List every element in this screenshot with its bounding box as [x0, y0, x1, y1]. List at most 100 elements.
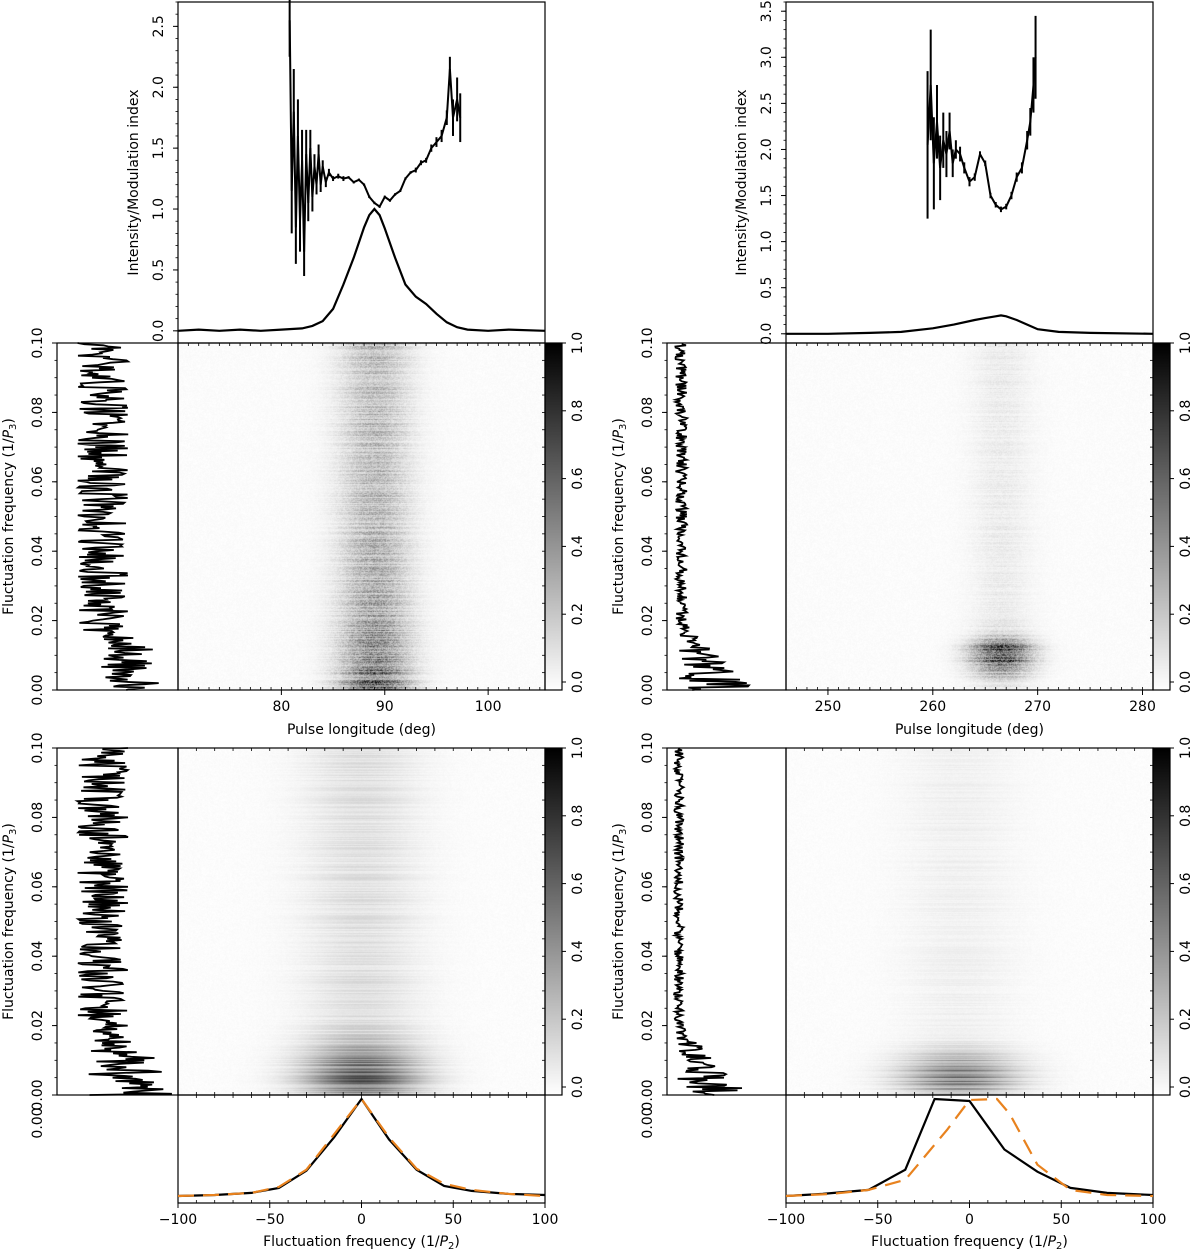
left-lrfs-freq-y-ticklabel-5: 0.10 [30, 327, 46, 358]
left-2dfs-profile-x-ticklabel-3: 50 [444, 1212, 462, 1228]
right-lrfs-side-spectrum [672, 343, 751, 691]
right-2dfs-profile-x-ticklabel-1: −50 [863, 1212, 893, 1228]
right-profile-y-ticklabel-6: 3.0 [759, 46, 775, 68]
left-lrfs-freq-y-ticklabel-4: 0.08 [30, 397, 46, 428]
right-2dfs-profile-solid-line [785, 1097, 1154, 1198]
left-lrfs-colorbar-gradient [545, 343, 562, 690]
left-profile-y-ticklabel-2: 1.0 [151, 198, 167, 220]
right-2dfs-freq-y-ticklabel-1: 0.02 [640, 1010, 656, 1041]
right-2dfs-colorbar-ticklabel-4: 0.8 [1178, 805, 1194, 827]
right-2dfs-colorbar-ticklabel-0: 0.0 [1178, 1076, 1194, 1098]
right-lrfs-x-ticklabel-2: 270 [1024, 699, 1051, 715]
right-lrfs-x-ticklabel-1: 260 [919, 699, 946, 715]
right-2dfs-freq-ylabel: Fluctuation frequency (1/P3) [611, 823, 629, 1020]
right-lrfs-colorbar-ticklabel-0: 0.0 [1178, 671, 1194, 693]
left-2dfs-colorbar-ticklabel-4: 0.8 [570, 805, 586, 827]
right-profile-y-ticklabel-4: 2.0 [759, 138, 775, 160]
left-lrfs-colorbar-ticklabel-4: 0.8 [570, 400, 586, 422]
left-2dfs-colorbar-ticklabel-3: 0.6 [570, 872, 586, 894]
left-profile-y-ticklabel-4: 2.0 [151, 76, 167, 98]
right-lrfs-colorbar-ticklabel-2: 0.4 [1178, 535, 1194, 557]
left-2dfs-profile-dashed-line [177, 1097, 546, 1198]
left-lrfs-colorbar-ticklabel-5: 1.0 [570, 332, 586, 354]
right-lrfs-heatmap [786, 343, 1153, 690]
left-2dfs-profile-x-ticklabel-4: 100 [532, 1212, 559, 1228]
right-profile-y-ticklabel-5: 2.5 [759, 92, 775, 114]
right-lrfs-colorbar-ticklabel-1: 0.2 [1178, 603, 1194, 625]
left-profile-y-ticklabel-1: 0.5 [151, 259, 167, 281]
left-profile-y-ticklabel-0: 0.0 [151, 320, 167, 342]
right-lrfs-xlabel: Pulse longitude (deg) [895, 722, 1044, 738]
left-2dfs-profile-xlabel: Fluctuation frequency (1/P2) [263, 1234, 460, 1252]
lines-layer [74, 0, 1154, 1198]
right-2dfs-freq-y-ticklabel-2: 0.04 [640, 941, 656, 972]
left-profile-y-ticklabel-3: 1.5 [151, 137, 167, 159]
left-lrfs-freq-ylabel: Fluctuation frequency (1/P3) [1, 418, 19, 615]
left-lrfs-colorbar-ticklabel-1: 0.2 [570, 603, 586, 625]
right-lrfs-colorbar-ticklabel-3: 0.6 [1178, 467, 1194, 489]
right-profile-y-ticklabel-3: 1.5 [759, 184, 775, 206]
left-2dfs-side-xtick-0: 0.00 [30, 1107, 46, 1138]
left-lrfs-freq-y-ticklabel-1: 0.02 [30, 605, 46, 636]
left-2dfs-freq-y-ticklabel-1: 0.02 [30, 1010, 46, 1041]
right-profile-y-ticklabel-1: 0.5 [759, 277, 775, 299]
right-2dfs-freq-y-ticklabel-4: 0.08 [640, 802, 656, 833]
left-lrfs-freq-y-ticklabel-2: 0.04 [30, 536, 46, 567]
axes-layer [52, 1, 1174, 1208]
right-2dfs-freq-y-ticklabel-5: 0.10 [640, 732, 656, 763]
right-profile-y-ticklabel-0: 0.0 [759, 323, 775, 345]
right-lrfs-colorbar-ticklabel-5: 1.0 [1178, 332, 1194, 354]
right-2dfs-profile-x-ticklabel-3: 50 [1052, 1212, 1070, 1228]
left-2dfs-profile-frame [177, 1094, 546, 1204]
left-2dfs-freq-ylabel: Fluctuation frequency (1/P3) [1, 823, 19, 1020]
right-2dfs-profile-x-ticklabel-4: 100 [1140, 1212, 1167, 1228]
right-lrfs-freq-ylabel: Fluctuation frequency (1/P3) [611, 418, 629, 615]
right-lrfs-colorbar-ticklabel-4: 0.8 [1178, 400, 1194, 422]
right-lrfs-x-ticklabel-0: 250 [815, 699, 842, 715]
heatmap-layer [178, 343, 1170, 1095]
left-profile-frame [177, 1, 546, 344]
left-lrfs-xlabel: Pulse longitude (deg) [287, 722, 436, 738]
left-2dfs-profile-x-ticklabel-1: −50 [255, 1212, 285, 1228]
left-2dfs-colorbar-gradient [545, 748, 562, 1095]
left-lrfs-colorbar-ticklabel-0: 0.0 [570, 671, 586, 693]
right-lrfs-freq-y-ticklabel-5: 0.10 [640, 327, 656, 358]
right-lrfs-freq-y-ticklabel-4: 0.08 [640, 397, 656, 428]
right-lrfs-freq-y-ticklabel-1: 0.02 [640, 605, 656, 636]
right-2dfs-profile-frame [785, 1094, 1154, 1204]
left-2dfs-freq-y-ticklabel-2: 0.04 [30, 941, 46, 972]
left-lrfs-heatmap [178, 343, 545, 690]
left-profile-intensity-line [178, 207, 545, 332]
right-2dfs-profile-x-ticklabel-2: 0 [965, 1212, 974, 1228]
left-lrfs-freq-y-ticklabel-0: 0.00 [30, 674, 46, 705]
right-2dfs-colorbar-ticklabel-1: 0.2 [1178, 1008, 1194, 1030]
left-2dfs-profile-x-ticklabel-2: 0 [357, 1212, 366, 1228]
left-2dfs-profile-x-ticklabel-0: −100 [159, 1212, 197, 1228]
left-profile-y-ticklabel-5: 2.5 [151, 15, 167, 37]
right-2dfs-side-xtick-0: 0.00 [640, 1107, 656, 1138]
left-2dfs-colorbar-ticklabel-2: 0.4 [570, 940, 586, 962]
left-2dfs-heatmap [178, 748, 545, 1095]
right-2dfs-profile-x-ticklabel-0: −100 [767, 1212, 805, 1228]
right-2dfs-colorbar-ticklabel-2: 0.4 [1178, 940, 1194, 962]
left-lrfs-x-ticklabel-2: 100 [475, 699, 502, 715]
right-2dfs-heatmap [786, 748, 1153, 1095]
right-lrfs-freq-y-ticklabel-0: 0.00 [640, 674, 656, 705]
right-lrfs-x-ticklabel-3: 280 [1129, 699, 1156, 715]
right-lrfs-freq-y-ticklabel-3: 0.06 [640, 466, 656, 497]
right-2dfs-profile-xlabel: Fluctuation frequency (1/P2) [871, 1234, 1068, 1252]
left-2dfs-side-spectrum [74, 747, 172, 1096]
left-2dfs-colorbar-ticklabel-5: 1.0 [570, 737, 586, 759]
left-2dfs-freq-y-ticklabel-5: 0.10 [30, 732, 46, 763]
right-2dfs-colorbar-gradient [1153, 748, 1170, 1095]
right-2dfs-freq-y-ticklabel-3: 0.06 [640, 871, 656, 902]
left-2dfs-colorbar-ticklabel-0: 0.0 [570, 1076, 586, 1098]
right-2dfs-freq-y-ticklabel-0: 0.00 [640, 1079, 656, 1110]
left-lrfs-freq-y-ticklabel-3: 0.06 [30, 466, 46, 497]
left-lrfs-colorbar-ticklabel-3: 0.6 [570, 467, 586, 489]
right-profile-ylabel: Intensity/Modulation index [734, 89, 750, 275]
left-2dfs-freq-y-ticklabel-0: 0.00 [30, 1079, 46, 1110]
left-lrfs-colorbar-ticklabel-2: 0.4 [570, 535, 586, 557]
left-profile-modindex-line [288, 20, 462, 252]
